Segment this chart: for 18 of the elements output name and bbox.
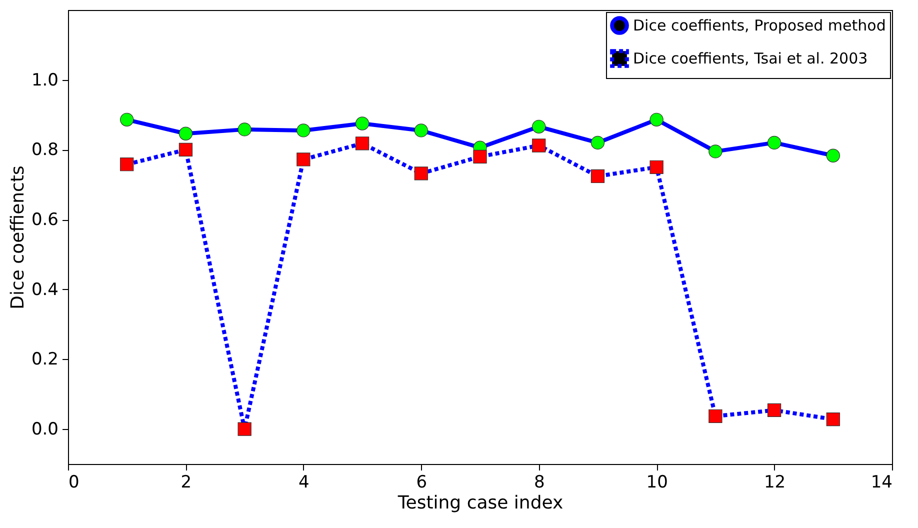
x-tick-label: 8 [534,472,545,492]
x-tick-label: 12 [764,472,786,492]
x-axis-title: Testing case index [396,492,564,514]
y-tick-label: 0.6 [31,210,58,230]
y-axis-title: Dice coeffiencts [7,166,28,310]
x-tick-label: 6 [416,472,428,492]
legend-label: Dice coeffients, Proposed method [633,16,886,34]
y-tick-label: 1.0 [31,70,58,90]
y-tick-label: 0.0 [31,420,58,440]
x-tick-label: 2 [180,472,192,492]
y-tick-label: 0.2 [31,350,58,370]
legend-label: Dice coeffients, Tsai et al. 2003 [633,50,868,68]
x-tick-label: 14 [870,472,892,492]
x-tick-label: 4 [298,472,310,492]
y-tick-label: 0.4 [31,280,58,300]
x-tick-label: 10 [646,472,668,492]
x-tick-label: 0 [68,472,80,492]
y-tick-label: 0.8 [31,140,58,160]
